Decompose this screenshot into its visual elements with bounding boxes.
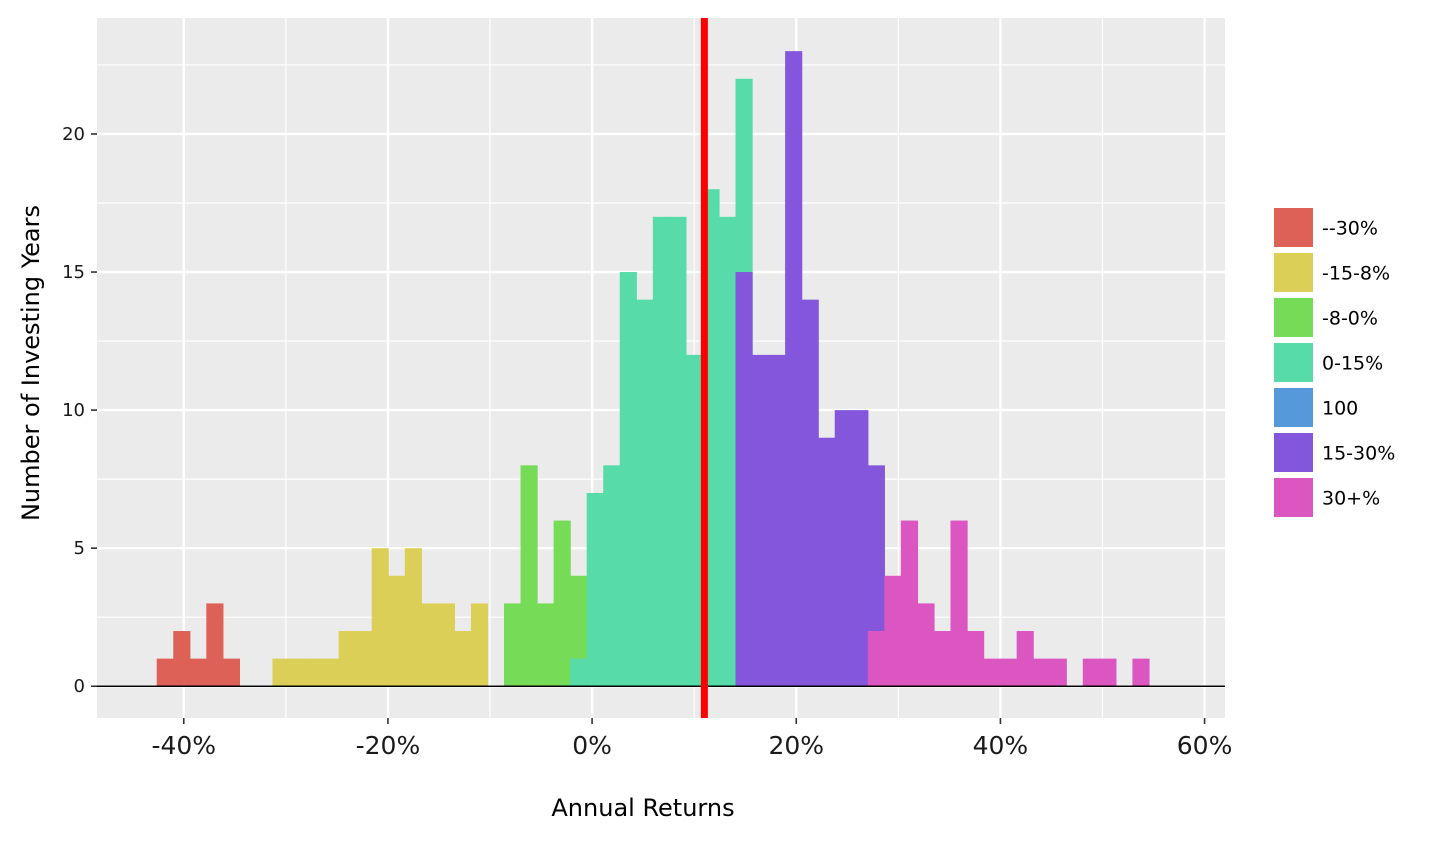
histogram-bar bbox=[768, 354, 786, 687]
legend-label: 15-30% bbox=[1322, 443, 1395, 465]
grid-lines bbox=[97, 18, 1225, 718]
histogram-bar bbox=[586, 492, 604, 687]
histogram-bar bbox=[967, 631, 985, 687]
legend-label: 0-15% bbox=[1322, 353, 1383, 375]
histogram-bar bbox=[669, 216, 687, 687]
histogram-bar bbox=[900, 520, 919, 687]
x-tick-label: 40% bbox=[973, 731, 1029, 760]
histogram-bar bbox=[222, 658, 241, 687]
legend-swatch bbox=[1274, 298, 1313, 337]
x-tick-label: -40% bbox=[151, 731, 216, 760]
histogram-bar bbox=[371, 548, 389, 687]
x-tick-label: 60% bbox=[1177, 731, 1233, 760]
y-tick-label: 0 bbox=[74, 676, 85, 697]
legend-swatch bbox=[1274, 388, 1313, 427]
histogram-bar bbox=[834, 410, 852, 687]
histogram-bar bbox=[851, 410, 869, 687]
histogram-bar bbox=[685, 354, 704, 687]
histogram-bar bbox=[404, 548, 422, 687]
histogram-bar bbox=[801, 299, 819, 687]
histogram-bar bbox=[652, 216, 670, 687]
y-axis-ticks: 0 5 10 15 20 bbox=[62, 124, 97, 697]
histogram-bar bbox=[735, 272, 753, 687]
histogram-bar bbox=[603, 465, 621, 687]
histogram-bar bbox=[503, 603, 522, 687]
histogram-bar bbox=[305, 658, 323, 687]
histogram-bar bbox=[1132, 658, 1150, 687]
y-tick-label: 20 bbox=[62, 124, 85, 145]
histogram-bar bbox=[206, 603, 224, 687]
histogram-bar bbox=[983, 658, 1001, 687]
histogram-bar bbox=[1016, 631, 1034, 687]
histogram-bar bbox=[1099, 658, 1117, 687]
legend-label: -8-0% bbox=[1322, 308, 1378, 330]
histogram-bar bbox=[950, 520, 968, 687]
histogram-bar bbox=[355, 631, 373, 687]
histogram-bar bbox=[570, 658, 588, 687]
histogram-bar bbox=[338, 631, 356, 687]
legend-swatch bbox=[1274, 478, 1313, 517]
legend-swatch bbox=[1274, 433, 1313, 472]
histogram-bar bbox=[388, 575, 406, 687]
legend-swatch bbox=[1274, 253, 1313, 292]
legend-label: 100 bbox=[1322, 398, 1358, 420]
y-tick-label: 15 bbox=[62, 262, 85, 283]
y-tick-label: 10 bbox=[62, 400, 85, 421]
histogram-bar bbox=[752, 354, 770, 687]
legend-label: -15-8% bbox=[1322, 263, 1390, 285]
histogram-bar bbox=[537, 603, 555, 687]
histogram-bar bbox=[1033, 658, 1051, 687]
legend-swatch bbox=[1274, 343, 1313, 382]
histogram-bar bbox=[156, 658, 174, 687]
histogram-bar bbox=[718, 216, 737, 687]
histogram-bar bbox=[173, 631, 191, 687]
histogram-bar bbox=[1000, 658, 1018, 687]
histogram-bar bbox=[619, 272, 637, 687]
y-tick-label: 5 bbox=[74, 538, 85, 559]
y-axis-title: Number of Investing Years bbox=[17, 205, 45, 521]
legend-swatch bbox=[1274, 208, 1313, 247]
histogram-bar bbox=[884, 575, 902, 687]
x-tick-label: 20% bbox=[768, 731, 824, 760]
x-tick-label: -20% bbox=[356, 731, 421, 760]
histogram-bar bbox=[454, 631, 472, 687]
legend-label: 30+% bbox=[1322, 488, 1380, 510]
histogram-bar bbox=[1082, 658, 1100, 687]
histogram-bar bbox=[421, 603, 439, 687]
x-axis-ticks: -40% -20% 0% 20% 40% 60% bbox=[151, 718, 1232, 760]
histogram-bar bbox=[636, 299, 654, 687]
histogram-bar bbox=[272, 658, 290, 687]
histogram-bar bbox=[785, 51, 803, 687]
histogram-bar bbox=[322, 658, 340, 687]
histogram-bar bbox=[189, 658, 207, 687]
histogram-bar bbox=[470, 603, 489, 687]
histogram-bar bbox=[520, 465, 538, 687]
x-axis-title: Annual Returns bbox=[551, 794, 734, 822]
histogram-bar bbox=[289, 658, 307, 687]
histogram-bar bbox=[1049, 658, 1067, 687]
legend: --30% -15-8% -8-0% 0-15% 100 15-30% 30+% bbox=[1274, 208, 1395, 517]
histogram-bar bbox=[437, 603, 455, 687]
histogram-bar bbox=[867, 631, 885, 687]
histogram-bar bbox=[818, 437, 836, 687]
histogram-bar bbox=[933, 631, 952, 687]
histogram-bar bbox=[553, 520, 571, 687]
histogram-bar bbox=[917, 603, 935, 687]
legend-label: --30% bbox=[1322, 218, 1378, 240]
x-tick-label: 0% bbox=[572, 731, 612, 760]
